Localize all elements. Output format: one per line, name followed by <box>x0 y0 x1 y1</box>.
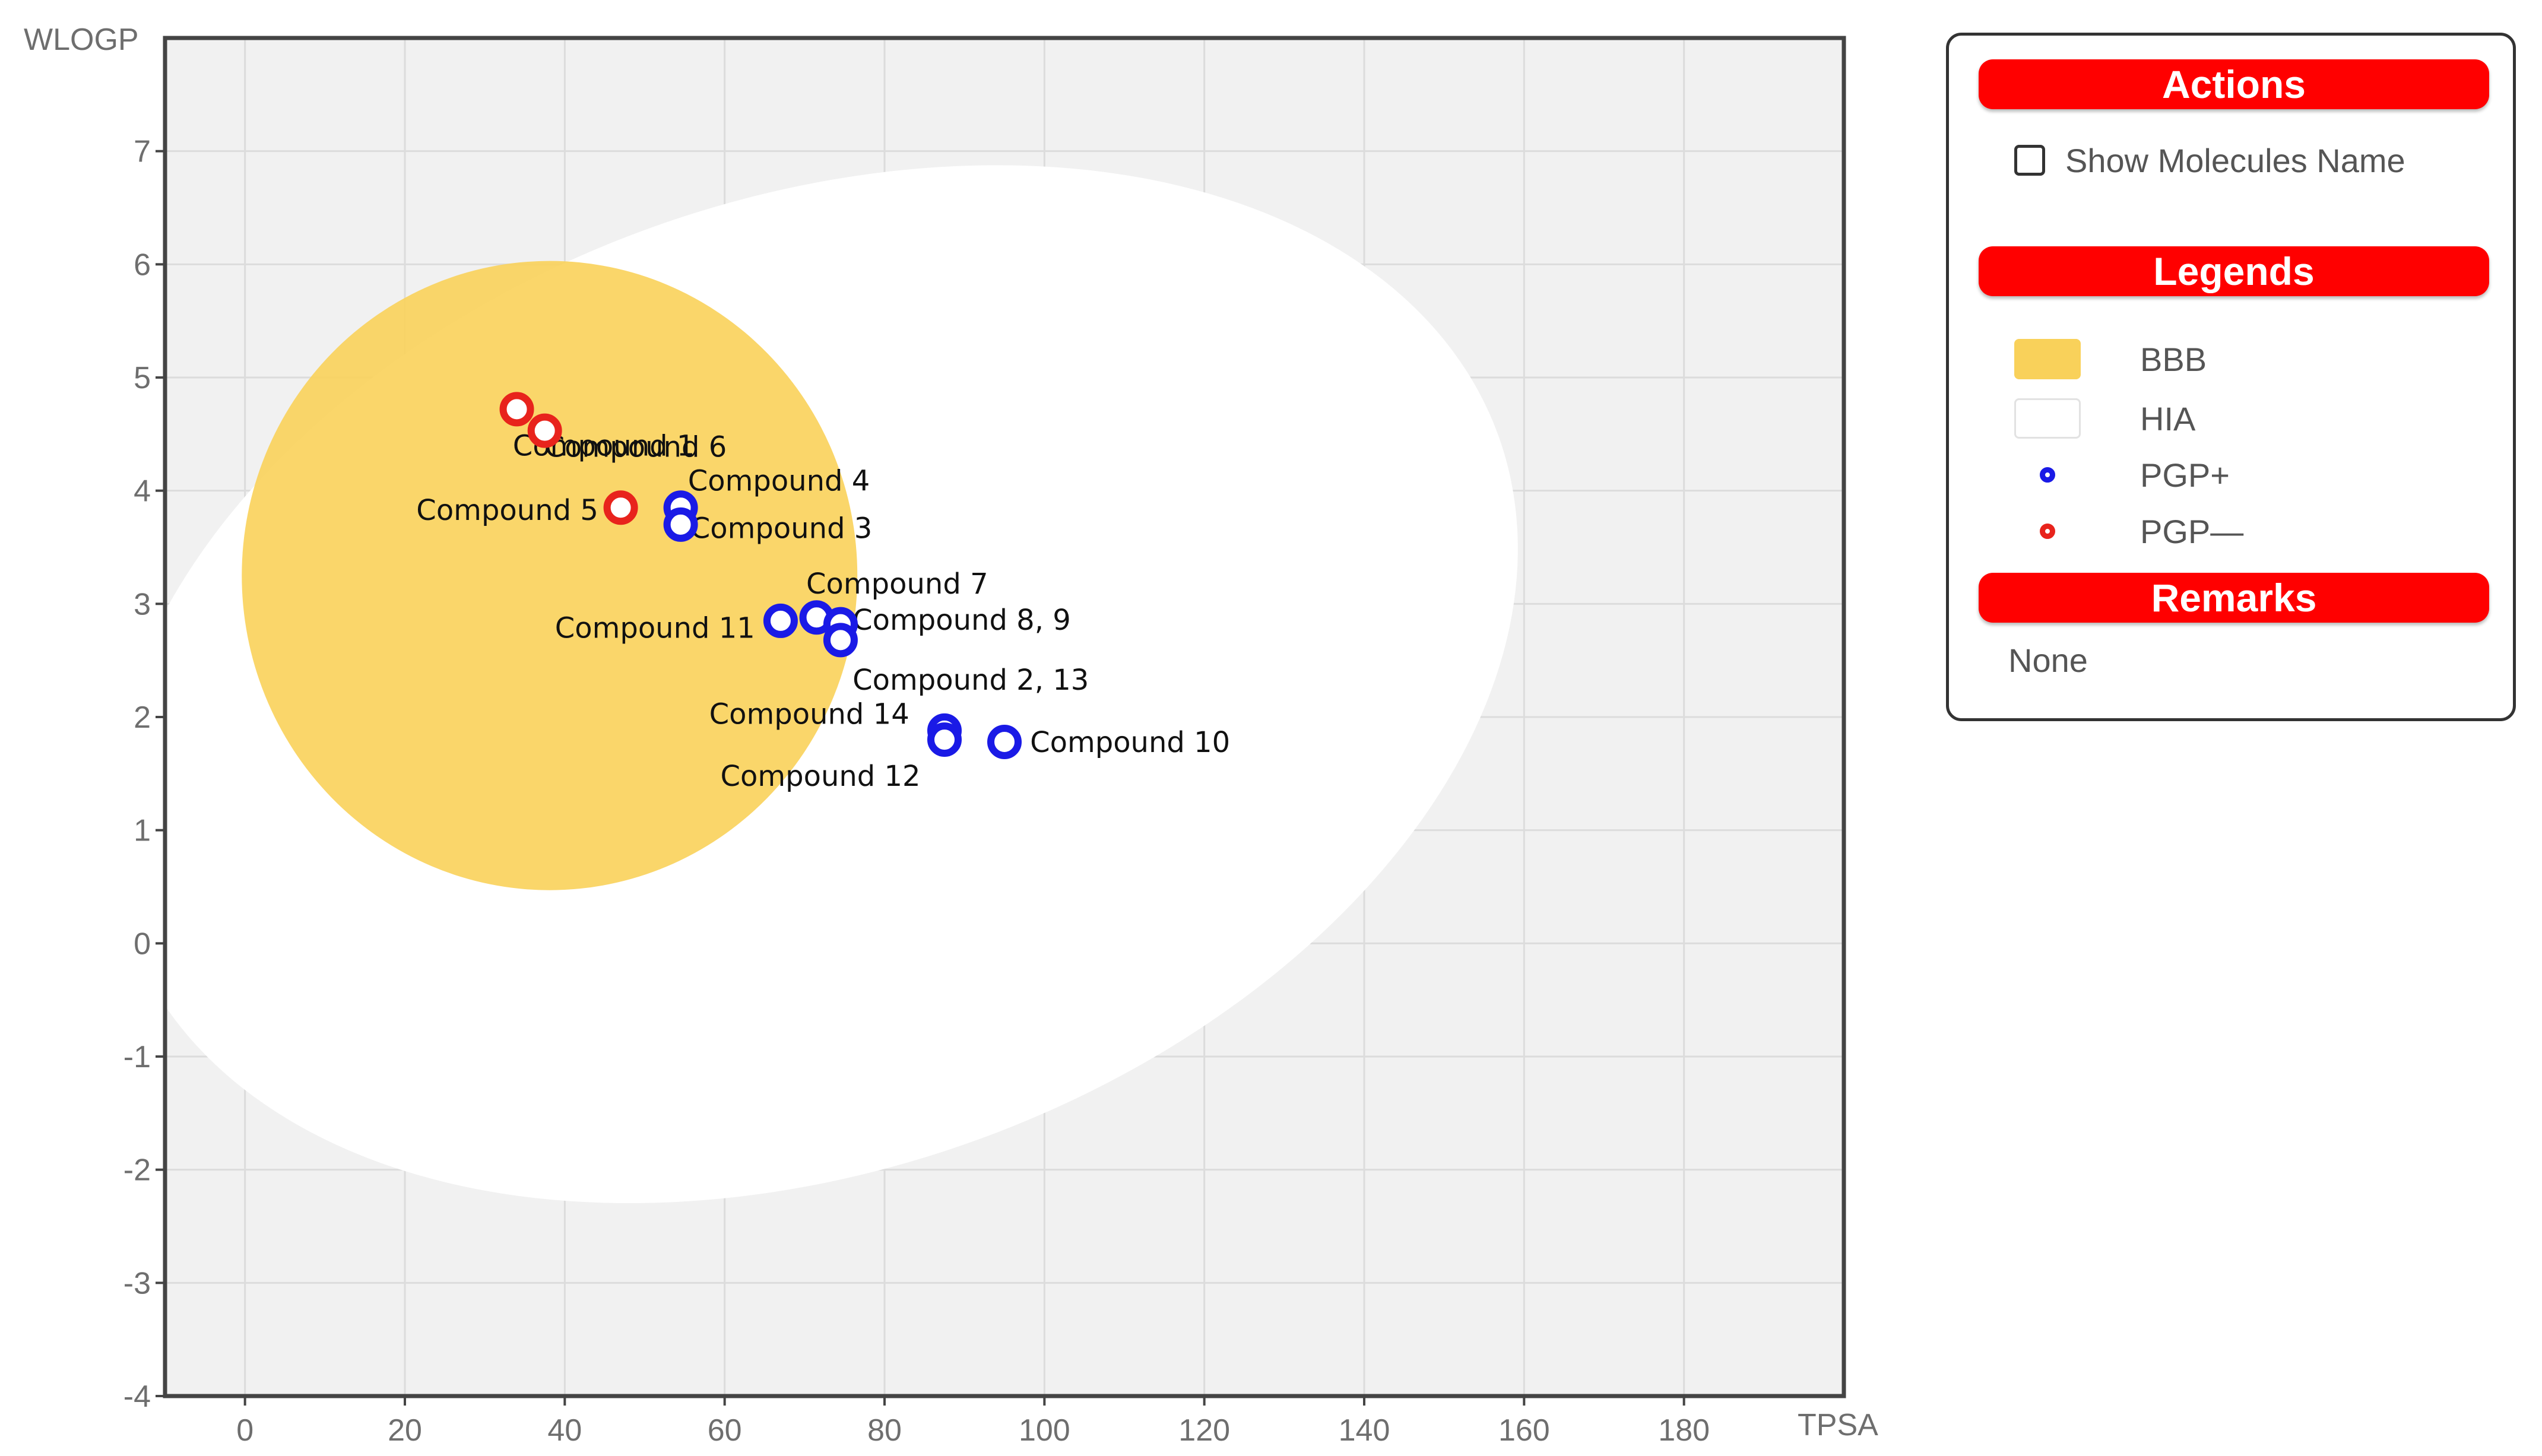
point-label: Compound 3 <box>690 512 873 545</box>
legend-item-bbb: BBB <box>2014 335 2207 383</box>
pgp-plus-point[interactable] <box>823 623 858 658</box>
point-label: Compound 5 <box>416 494 598 527</box>
point-label: Compound 10 <box>1030 726 1230 759</box>
x-tick-label: 80 <box>867 1413 902 1448</box>
legend-item-pgp-minus: PGP— <box>2014 507 2243 555</box>
y-tick-label: 2 <box>134 700 151 735</box>
show-molecules-name-toggle[interactable]: Show Molecules Name <box>2014 139 2405 181</box>
y-tick-label: -3 <box>123 1266 151 1300</box>
x-tick-label: 140 <box>1339 1413 1390 1448</box>
y-tick-label: 6 <box>134 248 151 282</box>
side-panel: Actions Show Molecules Name Legends BBB … <box>1946 33 2516 721</box>
pgp-plus-marker-icon <box>2014 455 2081 495</box>
x-tick-label: 120 <box>1178 1413 1230 1448</box>
x-tick-label: 20 <box>388 1413 422 1448</box>
y-tick-label: 4 <box>134 474 151 509</box>
y-tick-label: -4 <box>123 1379 151 1414</box>
y-axis-title: WLOGP <box>24 23 139 57</box>
pgp-minus-point[interactable] <box>499 392 534 427</box>
y-tick-label: 0 <box>134 927 151 961</box>
y-tick-label: -2 <box>123 1153 151 1188</box>
data-points <box>499 392 1022 759</box>
x-axis-title: TPSA <box>1798 1408 1878 1442</box>
pgp-plus-point[interactable] <box>987 724 1022 759</box>
legend-item-hia: HIA <box>2014 395 2195 442</box>
x-tick-label: 40 <box>547 1413 582 1448</box>
legend-dot-icon <box>2040 467 2055 483</box>
x-tick-label: 100 <box>1019 1413 1070 1448</box>
legend-label-hia: HIA <box>2140 399 2196 437</box>
pgp-plus-point[interactable] <box>927 722 962 757</box>
x-tick-label: 60 <box>708 1413 742 1448</box>
pgp-minus-point[interactable] <box>603 490 638 525</box>
legends-header: Legends <box>1979 246 2489 296</box>
chart-regions <box>242 261 858 890</box>
legend-dot-icon <box>2040 524 2055 539</box>
legend-label-pgp-minus: PGP— <box>2140 512 2244 550</box>
point-label: Compound 8, 9 <box>852 604 1071 637</box>
remarks-header: Remarks <box>1979 573 2489 623</box>
legend-label-bbb: BBB <box>2140 340 2207 378</box>
show-molecules-name-label: Show Molecules Name <box>2065 141 2405 179</box>
pgp-plus-point[interactable] <box>663 507 698 542</box>
x-tick-label: 0 <box>236 1413 253 1448</box>
point-label: Compound 7 <box>806 567 988 601</box>
point-label: Compound 14 <box>709 697 909 731</box>
point-label: Compound 12 <box>720 760 920 793</box>
hia-swatch <box>2014 398 2081 439</box>
point-label: Compound 11 <box>555 611 755 645</box>
point-label: Compound 4 <box>688 465 870 498</box>
pgp-minus-point[interactable] <box>527 413 562 448</box>
legend-label-pgp-plus: PGP+ <box>2140 456 2230 494</box>
point-label: Compound 2, 13 <box>852 664 1089 697</box>
point-label: Compound 6 <box>545 430 727 464</box>
x-tick-label: 160 <box>1498 1413 1550 1448</box>
pgp-minus-marker-icon <box>2014 511 2081 551</box>
y-tick-label: 5 <box>134 361 151 395</box>
remarks-text: None <box>2008 642 2088 679</box>
axis-ticks: 0 20 40 60 80 100 120 140 160 180 -4 -3 -2 -1 0 1 2 3 4 5 6 7 <box>123 135 1710 1448</box>
show-molecules-name-checkbox[interactable] <box>2014 145 2045 176</box>
y-tick-label: 7 <box>134 135 151 169</box>
actions-header: Actions <box>1979 59 2489 109</box>
boiled-egg-chart: 0 20 40 60 80 100 120 140 160 180 -4 -3 -2 -1 0 1 2 3 4 5 6 7… <box>24 23 1878 1448</box>
y-tick-label: 3 <box>134 587 151 621</box>
bbb-swatch <box>2014 339 2081 379</box>
y-tick-label: -1 <box>123 1040 151 1074</box>
y-tick-label: 1 <box>134 814 151 848</box>
bbb-region <box>242 261 858 890</box>
legend-item-pgp-plus: PGP+ <box>2014 451 2230 499</box>
pgp-plus-point[interactable] <box>763 603 798 638</box>
x-tick-label: 180 <box>1658 1413 1710 1448</box>
